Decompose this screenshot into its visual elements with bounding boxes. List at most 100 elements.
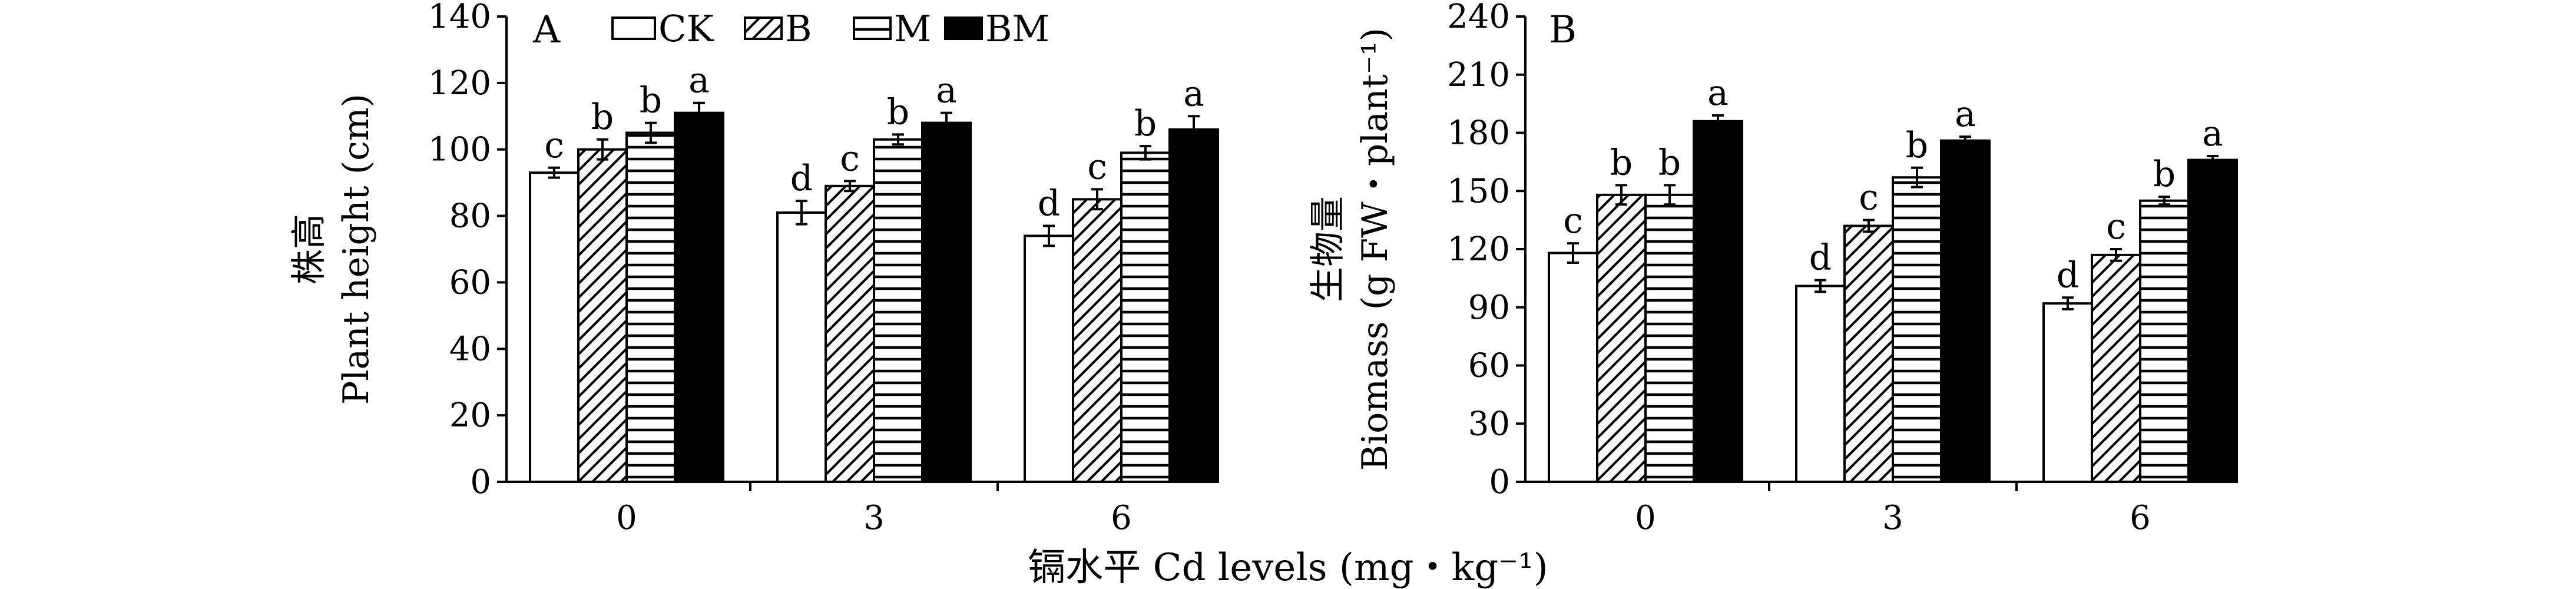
panel-b-y-tick-label: 180 [1447, 114, 1510, 153]
panel-b-bar-m-0 [1644, 193, 1695, 483]
panel-a-y-tick-label: 120 [428, 64, 491, 102]
panel-a-error-bar [693, 101, 705, 124]
panel-b-y-tick-label: 60 [1468, 347, 1510, 385]
panel-b-error-bar [1567, 242, 1579, 264]
panel-b-bar-bm-6 [2187, 158, 2238, 484]
panel-b-bar-ck-6 [2042, 302, 2093, 484]
panel-a-y-axis-title-cn: 株高 [289, 214, 330, 284]
panel-b-sig-letter: d [1809, 237, 1832, 279]
panel-b-sig-letter: a [2202, 113, 2223, 154]
legend-swatch [611, 16, 656, 40]
panel-b-bar-b-3 [1843, 224, 1894, 483]
panel-a-y-tick-label: 0 [470, 463, 491, 501]
legend-swatch [853, 16, 892, 40]
panel-a-x-tick-label: 3 [863, 499, 885, 537]
panel-b-sig-letter: c [1563, 200, 1583, 241]
panel-a-bar-m-3 [873, 138, 923, 484]
panel-a-error-bar [1043, 224, 1055, 247]
legend-item-bm: BM [944, 7, 1049, 50]
panel-a-sig-letter: d [1038, 183, 1060, 224]
panel-b-bar-bm-3 [1940, 139, 1991, 483]
panel-b-error-bar [1712, 114, 1724, 128]
panel-b-sig-letter: b [1658, 142, 1681, 183]
panel-b-error-bar [1815, 279, 1826, 293]
panel-b-sig-letter: b [1610, 142, 1633, 183]
panel-b-bar-b-0 [1596, 193, 1647, 483]
panel-a-error-bar [1188, 115, 1200, 144]
panel-b-sig-letter: a [1955, 94, 1976, 135]
panel-b-bar-m-3 [1892, 176, 1942, 484]
legend: CK B M BM [611, 7, 1049, 50]
panel-a-sig-letter: a [936, 70, 957, 111]
panel-a-error-bar [892, 133, 904, 146]
panel-a-bar-m-0 [625, 131, 676, 483]
panel-a-y-tick-label: 60 [449, 263, 491, 302]
legend-label: B [785, 7, 812, 50]
panel-b-sig-letter: b [1906, 125, 1928, 166]
panel-a-error-bar [597, 138, 608, 161]
panel-a-error-bar [844, 180, 856, 193]
panel-a-bar-m-6 [1120, 151, 1171, 484]
panel-a-error-bar [941, 111, 952, 134]
panel-a-bar-bm-6 [1168, 128, 1219, 484]
panel-a-y-tick-label: 20 [449, 396, 491, 435]
panel-a-error-bar [1091, 188, 1103, 211]
panel-b-error-bar [2062, 296, 2074, 311]
panel-b-bar-ck-0 [1548, 252, 1598, 483]
panel-b-sig-letter: b [2153, 154, 2176, 195]
legend-label: BM [985, 7, 1049, 50]
panel-a-label: A [532, 8, 561, 52]
panel-b-error-bar [1959, 135, 1971, 146]
x-axis-title: 镉水平 Cd levels (mg・kg⁻¹) [1028, 546, 1548, 589]
legend-item-ck: CK [611, 7, 714, 50]
panel-b-error-bar [2110, 248, 2122, 262]
panel-b-error-bar [1664, 184, 1676, 206]
panel-a-bar-bm-0 [674, 111, 724, 483]
panel-b-error-bar [2158, 196, 2170, 206]
panel-b-bar-bm-0 [1693, 120, 1743, 483]
panel-b-sig-letter: c [2106, 206, 2126, 247]
panel-a-sig-letter: c [840, 138, 860, 179]
panel-a-sig-letter: c [544, 125, 564, 166]
panel-a-sig-letter: a [688, 60, 710, 101]
legend-item-b: B [744, 7, 812, 50]
panel-b-y-axis-title: Biomass (g FW・plant⁻¹) [1355, 28, 1396, 471]
panel-b-y-tick-label: 90 [1468, 289, 1510, 327]
panel-b-y-tick-label: 120 [1447, 230, 1510, 269]
panel-a-bar-ck-3 [776, 211, 827, 483]
panel-a-sig-letter: b [1134, 103, 1157, 144]
panel-a-sig-letter: a [1183, 73, 1204, 114]
panel-a-x-tick-label: 0 [616, 499, 637, 537]
panel-b-label: B [1549, 8, 1577, 52]
panel-a-sig-letter: b [591, 97, 614, 138]
panel-b-error-bar [1911, 166, 1923, 188]
panel-b-x-tick-label: 3 [1882, 499, 1903, 537]
panel-a-bar-bm-3 [921, 121, 972, 484]
panel-a-bar-b-3 [825, 184, 875, 483]
panel-a-bar-ck-6 [1024, 234, 1074, 483]
panel-b-x-tick-label: 0 [1635, 499, 1656, 537]
panel-b-y-tick-label: 150 [1447, 172, 1510, 210]
legend-label: CK [658, 7, 714, 50]
legend-swatch [744, 16, 783, 40]
panel-a-sig-letter: b [887, 91, 909, 133]
panel-a-y-tick-label: 80 [449, 197, 491, 236]
panel-a-y-tick-label: 140 [428, 0, 491, 36]
panel-b-y-tick-label: 30 [1468, 405, 1510, 443]
panel-a-x-tick-label: 6 [1111, 499, 1132, 537]
panel-a-y-tick-label: 100 [428, 131, 491, 169]
panel-a-error-bar [548, 166, 560, 179]
panel-a-error-bar [645, 121, 657, 144]
panel-a-bar-b-0 [577, 148, 628, 483]
panel-a-y-tick-label: 40 [449, 330, 491, 368]
panel-b-bar-m-6 [2139, 199, 2190, 483]
panel-b-sig-letter: d [2057, 254, 2079, 296]
panel-b-bar-b-6 [2091, 253, 2141, 483]
panel-b-y-tick-label: 210 [1447, 56, 1510, 94]
panel-b-error-bar [1615, 184, 1627, 206]
panel-b-y-tick-label: 240 [1447, 0, 1510, 36]
panel-a-error-bar [796, 200, 807, 226]
